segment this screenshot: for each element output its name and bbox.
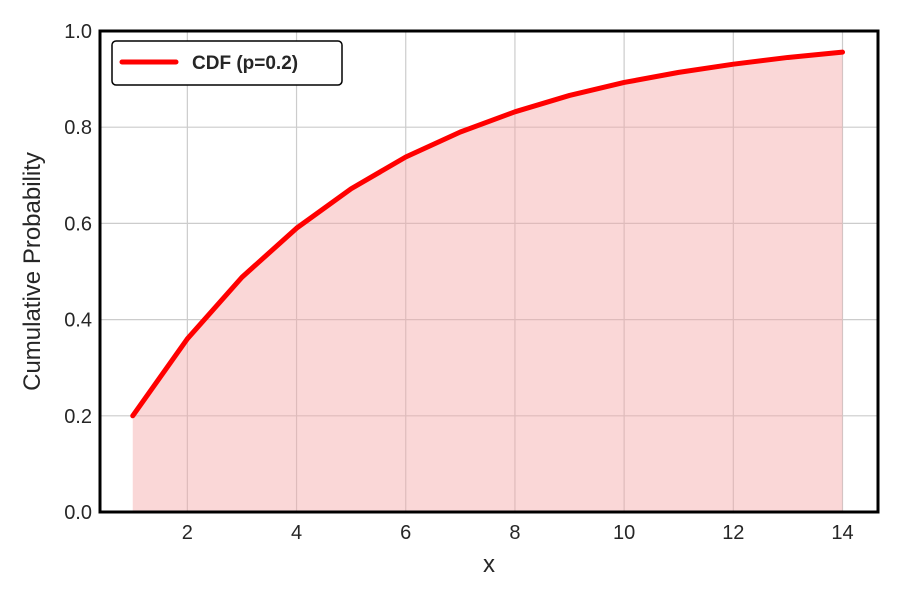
y-axis-title: Cumulative Probability: [19, 152, 46, 391]
x-tick-label: 14: [831, 522, 853, 544]
y-tick-label: 0.8: [64, 117, 92, 139]
y-tick-labels: 0.0 0.2 0.4 0.6 0.8 1.0: [64, 21, 92, 524]
y-tick-label: 1.0: [64, 21, 92, 43]
legend-label: CDF (p=0.2): [192, 53, 298, 74]
plot-frame: [98, 29, 880, 514]
x-tick-label: 12: [722, 522, 744, 544]
x-tick-label: 2: [182, 522, 193, 544]
area-fill-layer: [132, 52, 843, 512]
series-line-layer: [130, 49, 846, 419]
y-tick-label: 0.4: [64, 310, 92, 332]
x-axis-title: x: [483, 551, 495, 578]
x-tick-label: 10: [613, 522, 635, 544]
legend: CDF (p=0.2): [111, 40, 343, 86]
x-tick-label: 8: [509, 522, 520, 544]
x-tick-label: 4: [291, 522, 302, 544]
cdf-line: [130, 49, 846, 419]
y-tick-label: 0.0: [64, 502, 92, 524]
y-tick-label: 0.2: [64, 406, 92, 428]
cdf-area-fill: [132, 52, 843, 512]
y-tick-label: 0.6: [64, 213, 92, 235]
x-tick-labels: 2 4 6 8 10 12 14: [182, 522, 854, 544]
legend-box: [111, 40, 343, 86]
x-tick-label: 6: [400, 522, 411, 544]
